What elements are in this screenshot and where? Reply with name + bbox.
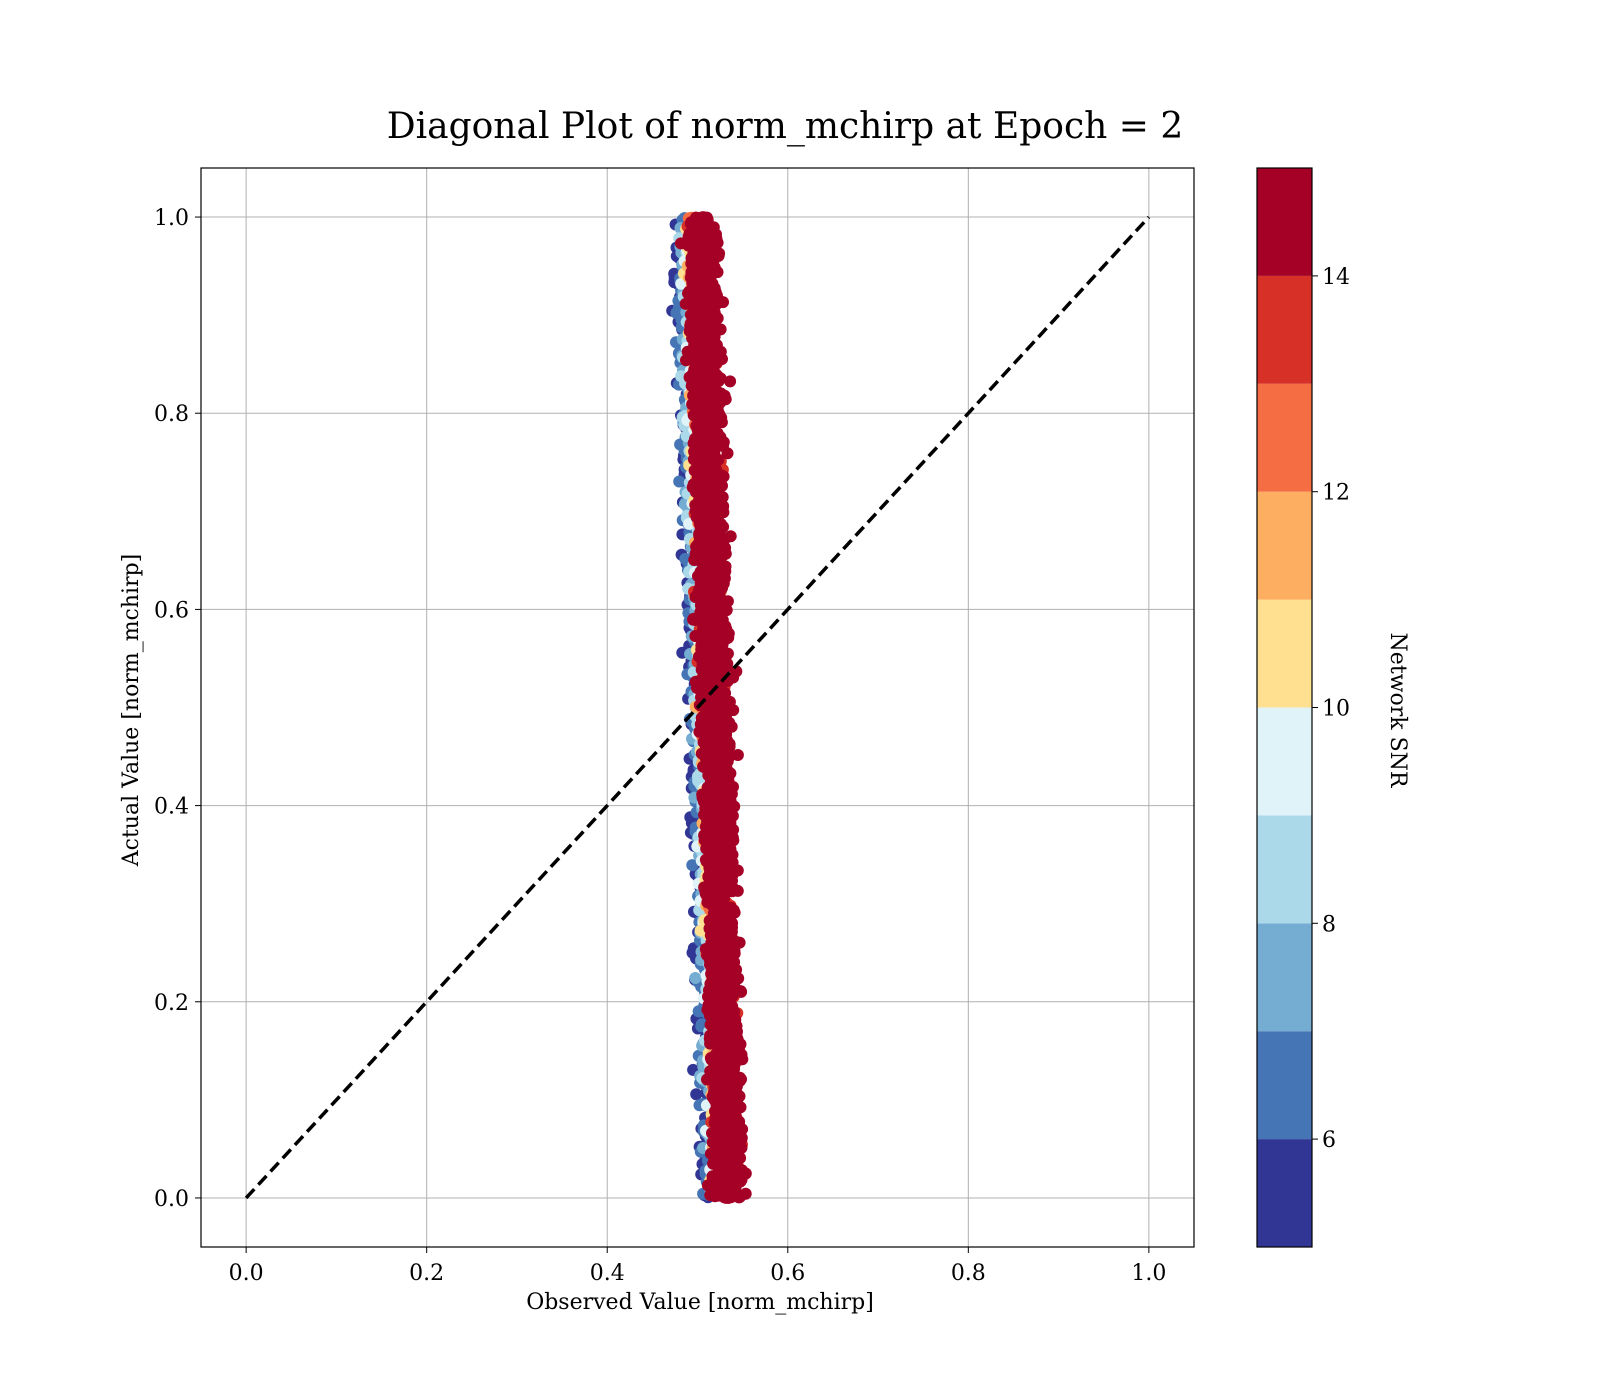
- scatter-point: [687, 612, 700, 625]
- scatter-point: [695, 442, 707, 455]
- scatter-point: [702, 457, 715, 470]
- scatter-point: [687, 453, 700, 466]
- scatter-point: [712, 958, 725, 971]
- chart-title: Diagonal Plot of norm_mchirp at Epoch = …: [387, 106, 1184, 147]
- scatter-point: [708, 446, 721, 459]
- scatter-point: [699, 727, 711, 740]
- scatter-point: [716, 815, 729, 828]
- scatter-point: [716, 581, 729, 594]
- scatter-point: [731, 864, 744, 877]
- scatter-point: [714, 372, 727, 385]
- scatter-point: [735, 985, 748, 998]
- scatter-point: [702, 262, 715, 275]
- scatter-point: [705, 898, 718, 911]
- plot-area: 0.0 0.2 0.4 0.6 0.8 1.0 0.00.20.40.60.81.0: [154, 167, 1195, 1286]
- scatter-point: [706, 1072, 719, 1085]
- scatter-point: [686, 859, 699, 872]
- scatter-point: [690, 1088, 703, 1101]
- scatter-point: [731, 749, 744, 761]
- scatter-point: [689, 972, 702, 984]
- scatter-point: [717, 440, 729, 452]
- scatter-point: [712, 249, 725, 262]
- scatter-point: [724, 375, 737, 388]
- scatter-point: [673, 475, 686, 488]
- scatter-point: [714, 570, 727, 582]
- scatter-point: [727, 934, 740, 947]
- scatter-point: [686, 946, 699, 959]
- scatter-point: [733, 1115, 746, 1128]
- scatter-point: [718, 389, 731, 402]
- scatter-point: [702, 605, 715, 618]
- scatter-point: [730, 665, 743, 678]
- scatter-point: [698, 834, 711, 846]
- scatter-point: [705, 1029, 718, 1042]
- scatter-point: [684, 320, 697, 332]
- scatter-point: [701, 1179, 714, 1192]
- scatter-point: [703, 363, 716, 376]
- scatter-point: [732, 1131, 745, 1144]
- scatter-points: [666, 211, 752, 1204]
- scatter-point: [717, 1167, 730, 1180]
